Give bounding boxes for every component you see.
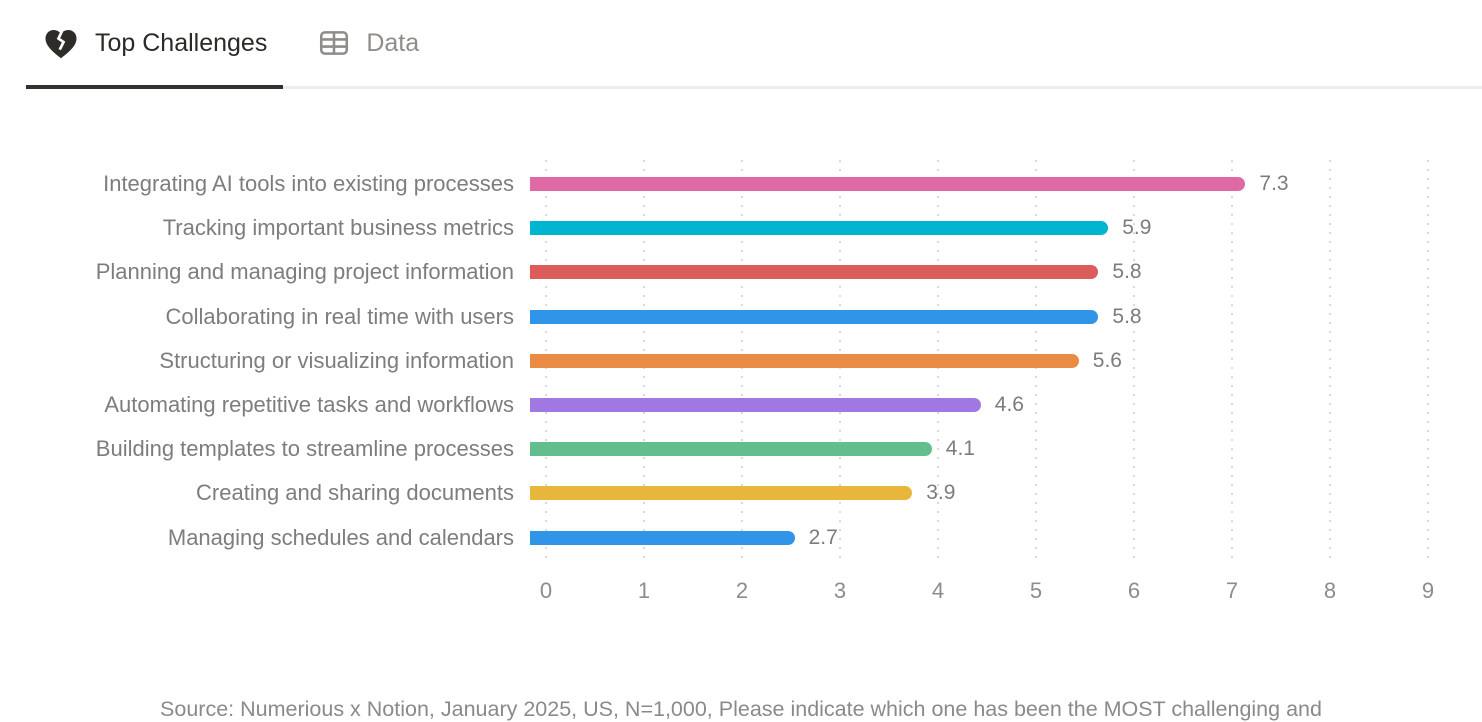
bar bbox=[530, 398, 981, 413]
gridline bbox=[1329, 160, 1331, 558]
bar-track: 5.8 bbox=[530, 260, 1412, 283]
bar-track: 4.6 bbox=[530, 393, 1412, 416]
bar-chart: Integrating AI tools into existing proce… bbox=[0, 160, 1482, 630]
tab-bar: Top Challenges Data bbox=[26, 0, 1482, 89]
source-note-line-1: Source: Numerious x Notion, January 2025… bbox=[160, 697, 1322, 721]
bar-track: 5.8 bbox=[530, 305, 1412, 328]
bar bbox=[530, 265, 1099, 280]
tab-label: Top Challenges bbox=[95, 28, 268, 57]
x-tick: 2 bbox=[735, 578, 749, 603]
gridline bbox=[1231, 160, 1233, 558]
x-tick: 6 bbox=[1127, 578, 1141, 603]
x-tick: 4 bbox=[931, 578, 945, 603]
category-label: Creating and sharing documents bbox=[196, 480, 514, 506]
x-tick: 0 bbox=[539, 578, 553, 603]
bar-track: 2.7 bbox=[530, 526, 1412, 549]
chart-row: Collaborating in real time with users 5.8 bbox=[0, 295, 1436, 339]
bar-track: 5.6 bbox=[530, 349, 1412, 372]
gridline bbox=[1427, 160, 1429, 558]
value-label: 3.9 bbox=[926, 481, 956, 505]
source-note: Source: Numerious x Notion, January 2025… bbox=[0, 634, 1482, 722]
bar bbox=[530, 221, 1109, 236]
bar-track: 3.9 bbox=[530, 481, 1412, 504]
table-icon bbox=[317, 26, 351, 60]
tab-data[interactable]: Data bbox=[301, 0, 435, 86]
x-tick: 8 bbox=[1323, 578, 1337, 603]
chart-row: Planning and managing project informatio… bbox=[0, 250, 1436, 294]
x-tick: 1 bbox=[637, 578, 651, 603]
bar-track: 7.3 bbox=[530, 172, 1412, 195]
chart-row: Automating repetitive tasks and workflow… bbox=[0, 383, 1436, 427]
value-label: 5.8 bbox=[1112, 260, 1142, 284]
gridline bbox=[1132, 160, 1135, 558]
bar bbox=[530, 486, 913, 501]
bar bbox=[530, 442, 932, 457]
category-label: Collaborating in real time with users bbox=[165, 303, 515, 329]
chart-row: Integrating AI tools into existing proce… bbox=[0, 162, 1436, 206]
value-label: 4.1 bbox=[945, 437, 975, 461]
x-axis: 0 1 2 3 4 5 6 7 8 9 bbox=[540, 578, 1434, 606]
value-label: 2.7 bbox=[808, 525, 838, 549]
bar-track: 4.1 bbox=[530, 437, 1412, 460]
category-label: Building templates to streamline process… bbox=[95, 436, 514, 462]
category-label: Tracking important business metrics bbox=[162, 215, 514, 241]
chart-row: Managing schedules and calendars 2.7 bbox=[0, 516, 1436, 560]
value-label: 7.3 bbox=[1259, 172, 1289, 196]
x-tick: 7 bbox=[1225, 578, 1239, 603]
category-label: Planning and managing project informatio… bbox=[95, 259, 514, 285]
bar bbox=[530, 353, 1079, 368]
tab-label: Data bbox=[366, 28, 420, 57]
value-label: 5.9 bbox=[1122, 216, 1152, 240]
broken-heart-icon bbox=[42, 24, 80, 62]
x-tick: 3 bbox=[833, 578, 847, 603]
bar bbox=[530, 530, 795, 545]
bar bbox=[530, 177, 1246, 192]
chart-row: Building templates to streamline process… bbox=[0, 427, 1436, 471]
chart-rows: Integrating AI tools into existing proce… bbox=[0, 162, 1436, 560]
category-label: Managing schedules and calendars bbox=[167, 524, 514, 550]
category-label: Structuring or visualizing information bbox=[159, 347, 514, 373]
x-tick: 9 bbox=[1421, 578, 1435, 603]
x-tick: 5 bbox=[1029, 578, 1043, 603]
chart-row: Creating and sharing documents 3.9 bbox=[0, 471, 1436, 515]
chart-row: Structuring or visualizing information 5.… bbox=[0, 339, 1436, 383]
category-label: Automating repetitive tasks and workflow… bbox=[104, 392, 514, 418]
bar-track: 5.9 bbox=[530, 216, 1412, 239]
value-label: 4.6 bbox=[994, 393, 1024, 417]
value-label: 5.8 bbox=[1112, 304, 1142, 328]
bar bbox=[530, 309, 1099, 324]
tab-top-challenges[interactable]: Top Challenges bbox=[26, 0, 284, 89]
category-label: Integrating AI tools into existing proce… bbox=[103, 171, 514, 197]
chart-row: Tracking important business metrics 5.9 bbox=[0, 206, 1436, 250]
value-label: 5.6 bbox=[1092, 348, 1122, 372]
